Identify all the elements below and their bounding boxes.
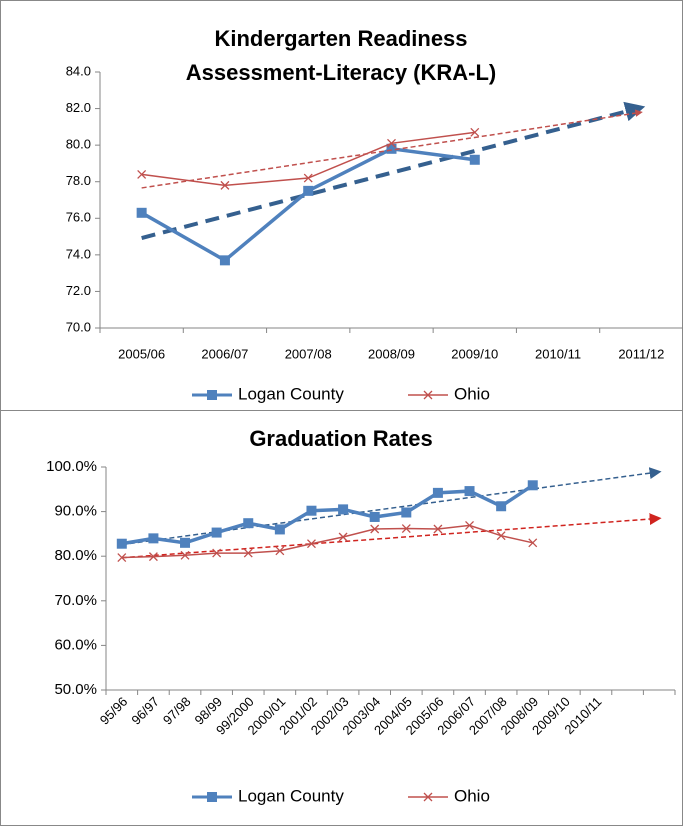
data-point — [401, 524, 411, 534]
data-point — [370, 524, 380, 534]
legend-marker — [423, 390, 433, 400]
x-tick-label: 97/98 — [160, 694, 194, 728]
y-tick-label: 78.0 — [66, 173, 91, 188]
data-point — [496, 531, 506, 541]
trendline — [121, 467, 662, 546]
x-tick-label: 2010/11 — [535, 346, 581, 361]
data-point — [180, 537, 191, 548]
trendline — [141, 109, 643, 189]
legend-label: Ohio — [454, 384, 490, 403]
legend-label: Logan County — [238, 384, 344, 403]
data-point — [219, 255, 230, 266]
legend-marker — [207, 792, 217, 802]
data-point — [275, 546, 285, 556]
y-tick-label: 80.0% — [54, 547, 97, 564]
trendline — [141, 101, 646, 240]
x-tick-label: 2009/10 — [451, 346, 498, 361]
y-tick-label: 74.0 — [66, 246, 91, 261]
y-tick-label: 84.0 — [66, 63, 91, 78]
data-point — [148, 533, 159, 544]
data-point — [116, 538, 127, 549]
data-point — [387, 138, 396, 148]
data-point — [117, 553, 127, 562]
data-point — [432, 487, 443, 498]
data-point — [338, 532, 348, 542]
data-point — [465, 520, 474, 530]
data-point — [338, 504, 349, 515]
trendline — [121, 513, 662, 559]
data-point — [243, 548, 253, 558]
y-tick-label: 76.0 — [66, 210, 91, 225]
x-tick-label: 2005/06 — [118, 346, 165, 361]
data-point — [212, 548, 222, 558]
data-point — [211, 527, 222, 538]
chart-frame — [0, 410, 683, 826]
data-point — [470, 127, 480, 137]
chart-title: Graduation Rates — [249, 426, 432, 451]
legend-label: Ohio — [454, 786, 490, 805]
y-tick-label: 72.0 — [66, 283, 91, 298]
data-point — [180, 550, 190, 560]
data-point — [136, 207, 147, 218]
x-tick-label: 2008/09 — [368, 346, 415, 361]
data-point — [303, 185, 314, 196]
legend-marker — [423, 792, 433, 802]
y-tick-label: 100.0% — [46, 458, 97, 475]
y-tick-label: 70.0% — [54, 592, 97, 609]
x-tick-label: 2011/12 — [618, 346, 664, 361]
y-tick-label: 70.0 — [66, 319, 91, 334]
data-point — [137, 169, 147, 179]
data-point — [386, 143, 397, 154]
x-tick-label: 96/97 — [128, 694, 162, 728]
x-tick-label: 95/96 — [97, 694, 131, 728]
y-tick-label: 50.0% — [54, 681, 97, 698]
data-point — [148, 552, 158, 562]
y-tick-label: 80.0 — [66, 137, 91, 152]
data-point — [369, 511, 380, 522]
data-point — [306, 505, 317, 516]
data-point — [303, 173, 313, 183]
chart-title: Kindergarten Readiness — [214, 26, 467, 51]
series-line — [121, 524, 533, 559]
legend-marker — [207, 390, 217, 400]
data-point — [274, 524, 285, 535]
x-tick-label: 2006/07 — [201, 346, 248, 361]
legend-label: Logan County — [238, 786, 344, 805]
data-point — [464, 486, 475, 497]
y-tick-label: 60.0% — [54, 636, 97, 653]
data-point — [243, 518, 254, 529]
data-point — [527, 480, 538, 491]
y-tick-label: 90.0% — [54, 503, 97, 520]
x-tick-label: 2007/08 — [285, 346, 332, 361]
data-point — [528, 538, 538, 548]
data-point — [307, 539, 316, 549]
data-point — [220, 180, 230, 190]
y-tick-label: 82.0 — [66, 100, 91, 115]
series-line — [121, 483, 534, 546]
data-point — [469, 154, 480, 165]
data-point — [401, 507, 412, 518]
data-point — [496, 501, 507, 512]
chart-title: Assessment-Literacy (KRA-L) — [186, 60, 497, 85]
data-point — [433, 524, 443, 534]
